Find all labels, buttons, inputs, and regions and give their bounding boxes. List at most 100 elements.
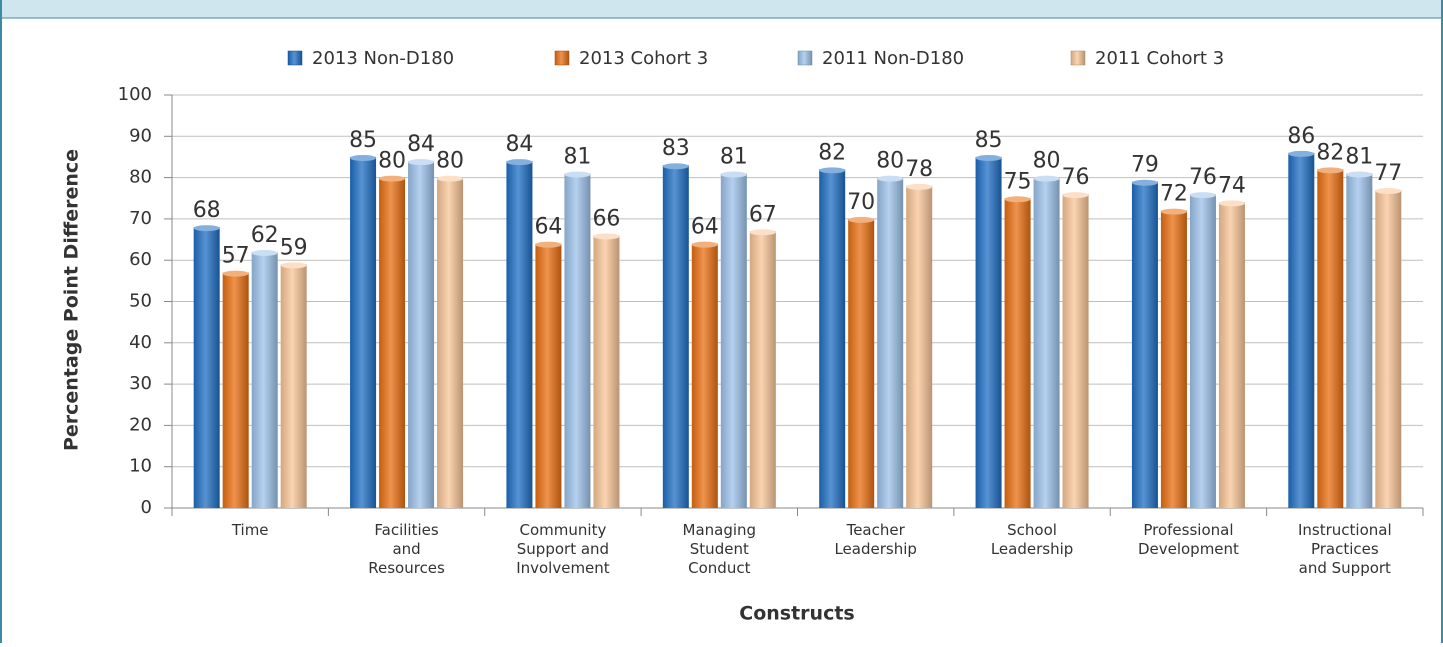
value-label: 74: [1218, 173, 1246, 198]
bar: [251, 251, 278, 508]
bar-cap: [251, 249, 278, 256]
bar-cap: [975, 154, 1002, 161]
bar: [1218, 202, 1245, 508]
value-label: 86: [1287, 124, 1315, 149]
x-tick-label: Professional Development: [1138, 521, 1239, 558]
x-axis-title: Constructs: [739, 603, 854, 625]
value-label: 79: [1131, 153, 1159, 178]
bar-cap: [408, 159, 435, 166]
value-label: 59: [280, 235, 308, 260]
bar: [1375, 189, 1402, 509]
bar-cap: [222, 270, 249, 277]
value-label: 57: [222, 244, 250, 269]
bar-cap: [506, 159, 533, 166]
value-label: 82: [1316, 140, 1344, 165]
bar: [819, 169, 846, 508]
bar-cap: [819, 167, 846, 174]
bar-cap: [1062, 192, 1089, 199]
value-label: 62: [251, 223, 279, 248]
bar-cap: [535, 241, 562, 248]
legend-label: 2013 Non-D180: [312, 48, 454, 69]
value-label: 83: [662, 136, 690, 161]
bar: [437, 177, 464, 508]
bar-cap: [1375, 187, 1402, 194]
value-label: 72: [1160, 182, 1188, 207]
value-label: 85: [349, 128, 377, 153]
bar-cap: [1131, 179, 1158, 186]
bar: [1346, 173, 1373, 508]
bar: [720, 173, 747, 508]
bar-cap: [749, 229, 776, 236]
bar: [350, 156, 377, 508]
legend-marker: [554, 50, 570, 66]
value-label: 64: [534, 215, 562, 240]
y-tick-label: 50: [129, 291, 152, 312]
y-tick-label: 80: [129, 167, 152, 188]
value-label: 66: [592, 206, 620, 231]
bar-cap: [662, 163, 689, 170]
x-tick-label: School Leadership: [991, 521, 1073, 558]
y-tick-label: 20: [129, 414, 152, 435]
bar-cap: [593, 233, 620, 240]
value-label: 85: [975, 128, 1003, 153]
bar: [877, 177, 904, 508]
value-label: 84: [407, 132, 435, 157]
x-tick-label: Managing Student Conduct: [683, 521, 757, 577]
bar: [691, 243, 718, 508]
bar: [593, 235, 620, 509]
bar-cap: [280, 262, 307, 269]
bar: [1160, 210, 1187, 508]
y-tick-label: 90: [129, 125, 152, 146]
bar-cap: [379, 175, 406, 182]
bar: [408, 161, 435, 508]
bar-cap: [691, 241, 718, 248]
value-label: 80: [436, 149, 464, 174]
bar-cap: [1033, 175, 1060, 182]
bar: [1062, 194, 1089, 508]
x-tick-label: Instructional Practices and Support: [1298, 521, 1392, 577]
value-label: 80: [1033, 149, 1061, 174]
legend-marker: [287, 50, 303, 66]
value-label: 81: [720, 144, 748, 169]
legend-label: 2013 Cohort 3: [579, 48, 708, 69]
value-label: 82: [818, 140, 846, 165]
legend-label: 2011 Non-D180: [822, 48, 964, 69]
bar-cap: [1317, 167, 1344, 174]
y-tick-label: 60: [129, 249, 152, 270]
bar: [564, 173, 591, 508]
bar: [280, 264, 307, 508]
value-label: 76: [1189, 165, 1217, 190]
x-tick-label: Facilities and Resources: [368, 521, 445, 577]
value-label: 70: [847, 190, 875, 215]
y-tick-label: 70: [129, 208, 152, 229]
x-tick-label: Time: [231, 521, 269, 539]
bar: [906, 185, 933, 509]
bar-cap: [1004, 196, 1031, 203]
bar: [975, 156, 1002, 508]
y-tick-label: 0: [141, 497, 152, 518]
value-label: 77: [1374, 161, 1402, 186]
bar: [222, 272, 249, 508]
bar-cap: [1346, 171, 1373, 178]
bar-cap: [564, 171, 591, 178]
bar: [535, 243, 562, 508]
legend-label: 2011 Cohort 3: [1095, 48, 1224, 69]
value-label: 64: [691, 215, 719, 240]
bar-cap: [720, 171, 747, 178]
top-band: [0, 0, 1443, 18]
bar: [1131, 181, 1158, 509]
bar: [749, 231, 776, 509]
y-tick-label: 40: [129, 332, 152, 353]
y-tick-label: 30: [129, 373, 152, 394]
legend-marker: [1070, 50, 1086, 66]
value-label: 81: [1345, 144, 1373, 169]
value-label: 81: [563, 144, 591, 169]
value-label: 68: [193, 198, 221, 223]
value-label: 84: [505, 132, 533, 157]
bar: [379, 177, 406, 508]
bar: [1033, 177, 1060, 508]
y-tick-label: 100: [118, 84, 152, 105]
bar: [1189, 194, 1216, 508]
bar: [662, 165, 689, 508]
